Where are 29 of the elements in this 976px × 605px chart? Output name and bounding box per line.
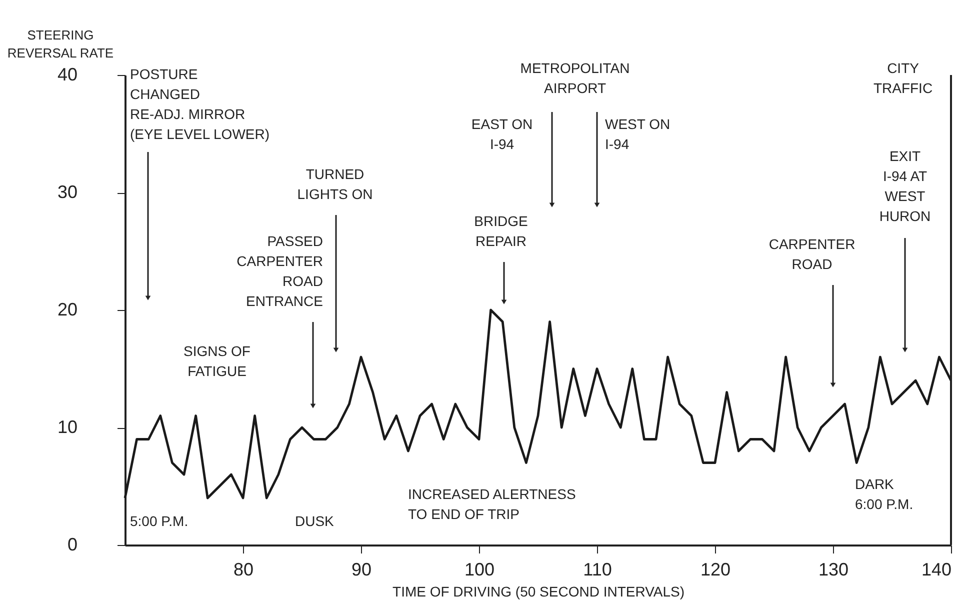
x-tick-label: 100 — [464, 560, 495, 580]
y-tick-label: 10 — [57, 417, 78, 437]
y-axis-title: STEERING REVERSAL RATE — [7, 28, 114, 60]
y-tick-label: 40 — [57, 64, 78, 84]
y-tick-label: 0 — [67, 534, 78, 554]
annotation: DARK 6:00 P.M. — [855, 476, 914, 512]
x-tick-label: 110 — [583, 560, 612, 580]
annotation: 5:00 P.M. — [130, 513, 188, 529]
x-tick-label: 130 — [818, 560, 849, 580]
annotation: INCREASED ALERTNESS TO END OF TRIP — [408, 486, 576, 522]
annotation: EXIT I-94 AT WEST HURON — [879, 148, 931, 224]
annotation: CITY TRAFFIC — [873, 60, 933, 96]
annotation: BRIDGE REPAIR — [474, 213, 528, 249]
annotation: SIGNS OF FATIGUE — [184, 343, 250, 379]
x-tick-label: 140 — [921, 560, 952, 580]
annotation: DUSK — [295, 513, 335, 529]
annotation: TURNED LIGHTS ON — [297, 166, 373, 202]
x-tick-label: 120 — [700, 560, 731, 580]
y-tick-label: 30 — [57, 182, 78, 202]
annotation: CARPENTER ROAD — [768, 236, 856, 272]
annotation: PASSED CARPENTER ROAD ENTRANCE — [236, 233, 323, 309]
annotation: METROPOLITAN AIRPORT — [520, 60, 630, 96]
annotation: WEST ON I-94 — [605, 116, 670, 152]
x-tick-label: 90 — [351, 560, 372, 580]
y-tick-label: 20 — [57, 300, 78, 320]
x-axis-title: TIME OF DRIVING (50 SECOND INTERVALS) — [392, 584, 684, 600]
annotation: EAST ON I-94 — [471, 116, 533, 152]
annotation: POSTURE CHANGED RE-ADJ. MIRROR (EYE LEVEL LOWER) — [130, 66, 270, 142]
x-tick-label: 80 — [233, 560, 254, 580]
